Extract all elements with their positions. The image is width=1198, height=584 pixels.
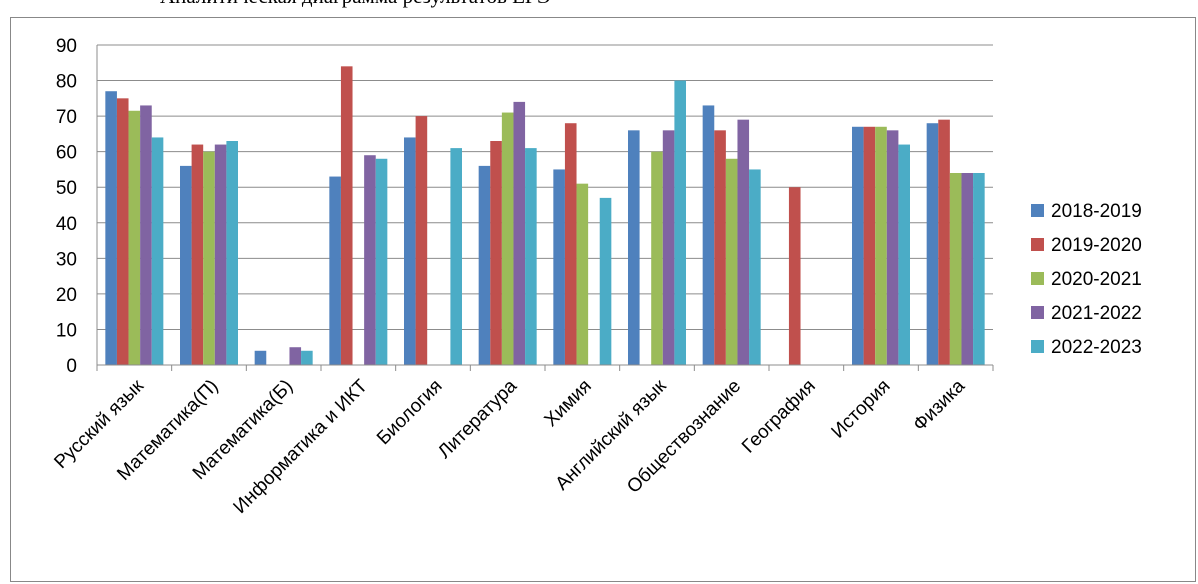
bar bbox=[788, 187, 801, 365]
bar bbox=[852, 126, 864, 366]
y-tick-label: 0 bbox=[66, 356, 77, 377]
bar bbox=[564, 123, 577, 365]
legend-label: 2020-2021 bbox=[1051, 269, 1142, 290]
bar bbox=[490, 141, 502, 365]
legend-swatch bbox=[1031, 306, 1044, 319]
chart-frame bbox=[10, 17, 1196, 582]
bar bbox=[226, 141, 238, 365]
bar bbox=[289, 347, 302, 365]
bar bbox=[674, 80, 686, 366]
legend-swatch bbox=[1031, 238, 1044, 251]
bar bbox=[926, 123, 939, 365]
legend-label: 2018-2019 bbox=[1051, 201, 1142, 222]
bar bbox=[116, 98, 129, 365]
legend-swatch bbox=[1031, 204, 1044, 217]
bar bbox=[898, 144, 910, 365]
y-tick-label: 50 bbox=[56, 178, 77, 199]
bar bbox=[886, 130, 899, 365]
bar bbox=[525, 148, 537, 365]
y-tick-label: 20 bbox=[56, 285, 77, 306]
bar bbox=[151, 137, 164, 365]
bar bbox=[576, 183, 589, 365]
bar bbox=[254, 350, 267, 365]
bar bbox=[662, 130, 675, 365]
bar bbox=[214, 144, 227, 365]
bar bbox=[191, 144, 204, 365]
x-tick-label: География bbox=[738, 376, 820, 458]
bar bbox=[140, 105, 152, 365]
bar bbox=[628, 130, 640, 365]
x-tick-label: Информатика и ИКТ bbox=[230, 375, 373, 518]
y-tick-label: 70 bbox=[56, 107, 77, 128]
bar bbox=[863, 126, 876, 366]
bar bbox=[203, 151, 215, 365]
legend-swatch bbox=[1031, 272, 1044, 285]
bar bbox=[180, 165, 192, 365]
bar bbox=[375, 158, 388, 365]
bar bbox=[714, 130, 726, 365]
bar bbox=[404, 137, 416, 365]
x-tick-label: История bbox=[828, 376, 895, 443]
legend-label: 2019-2020 bbox=[1051, 235, 1142, 256]
bar bbox=[949, 173, 962, 365]
y-tick-label: 80 bbox=[56, 72, 77, 93]
bar bbox=[875, 126, 887, 366]
bar bbox=[725, 158, 738, 365]
bar bbox=[749, 169, 761, 365]
bar bbox=[364, 155, 376, 365]
y-tick-label: 10 bbox=[56, 320, 77, 341]
y-tick-label: 30 bbox=[56, 249, 77, 270]
legend-label: 2022-2023 bbox=[1051, 337, 1142, 358]
bar bbox=[301, 350, 313, 365]
bar bbox=[702, 105, 715, 365]
bar bbox=[973, 173, 985, 365]
legend-label: 2021-2022 bbox=[1051, 303, 1142, 324]
bar bbox=[501, 112, 514, 365]
x-tick-label: Химия bbox=[541, 376, 596, 431]
bar bbox=[340, 66, 353, 365]
bar bbox=[105, 91, 117, 365]
y-tick-label: 40 bbox=[56, 214, 77, 235]
bar bbox=[329, 176, 341, 365]
x-tick-label: Биология bbox=[373, 376, 446, 449]
page-title: Аналитическая диаграмма результатов ЕГЭ bbox=[160, 0, 551, 9]
bar bbox=[450, 148, 462, 365]
x-tick-label: Физика bbox=[909, 375, 969, 435]
bar bbox=[938, 119, 950, 366]
y-tick-label: 90 bbox=[56, 36, 77, 57]
bar bbox=[415, 116, 428, 365]
bar bbox=[553, 169, 565, 365]
bar bbox=[478, 165, 491, 365]
bar bbox=[651, 151, 663, 365]
bar bbox=[513, 101, 526, 365]
x-tick-label: Литература bbox=[434, 375, 521, 462]
bar bbox=[128, 110, 141, 366]
bar bbox=[961, 173, 974, 365]
legend-swatch bbox=[1031, 340, 1044, 353]
bar bbox=[737, 119, 750, 366]
bar bbox=[599, 197, 612, 365]
y-tick-label: 60 bbox=[56, 143, 77, 164]
